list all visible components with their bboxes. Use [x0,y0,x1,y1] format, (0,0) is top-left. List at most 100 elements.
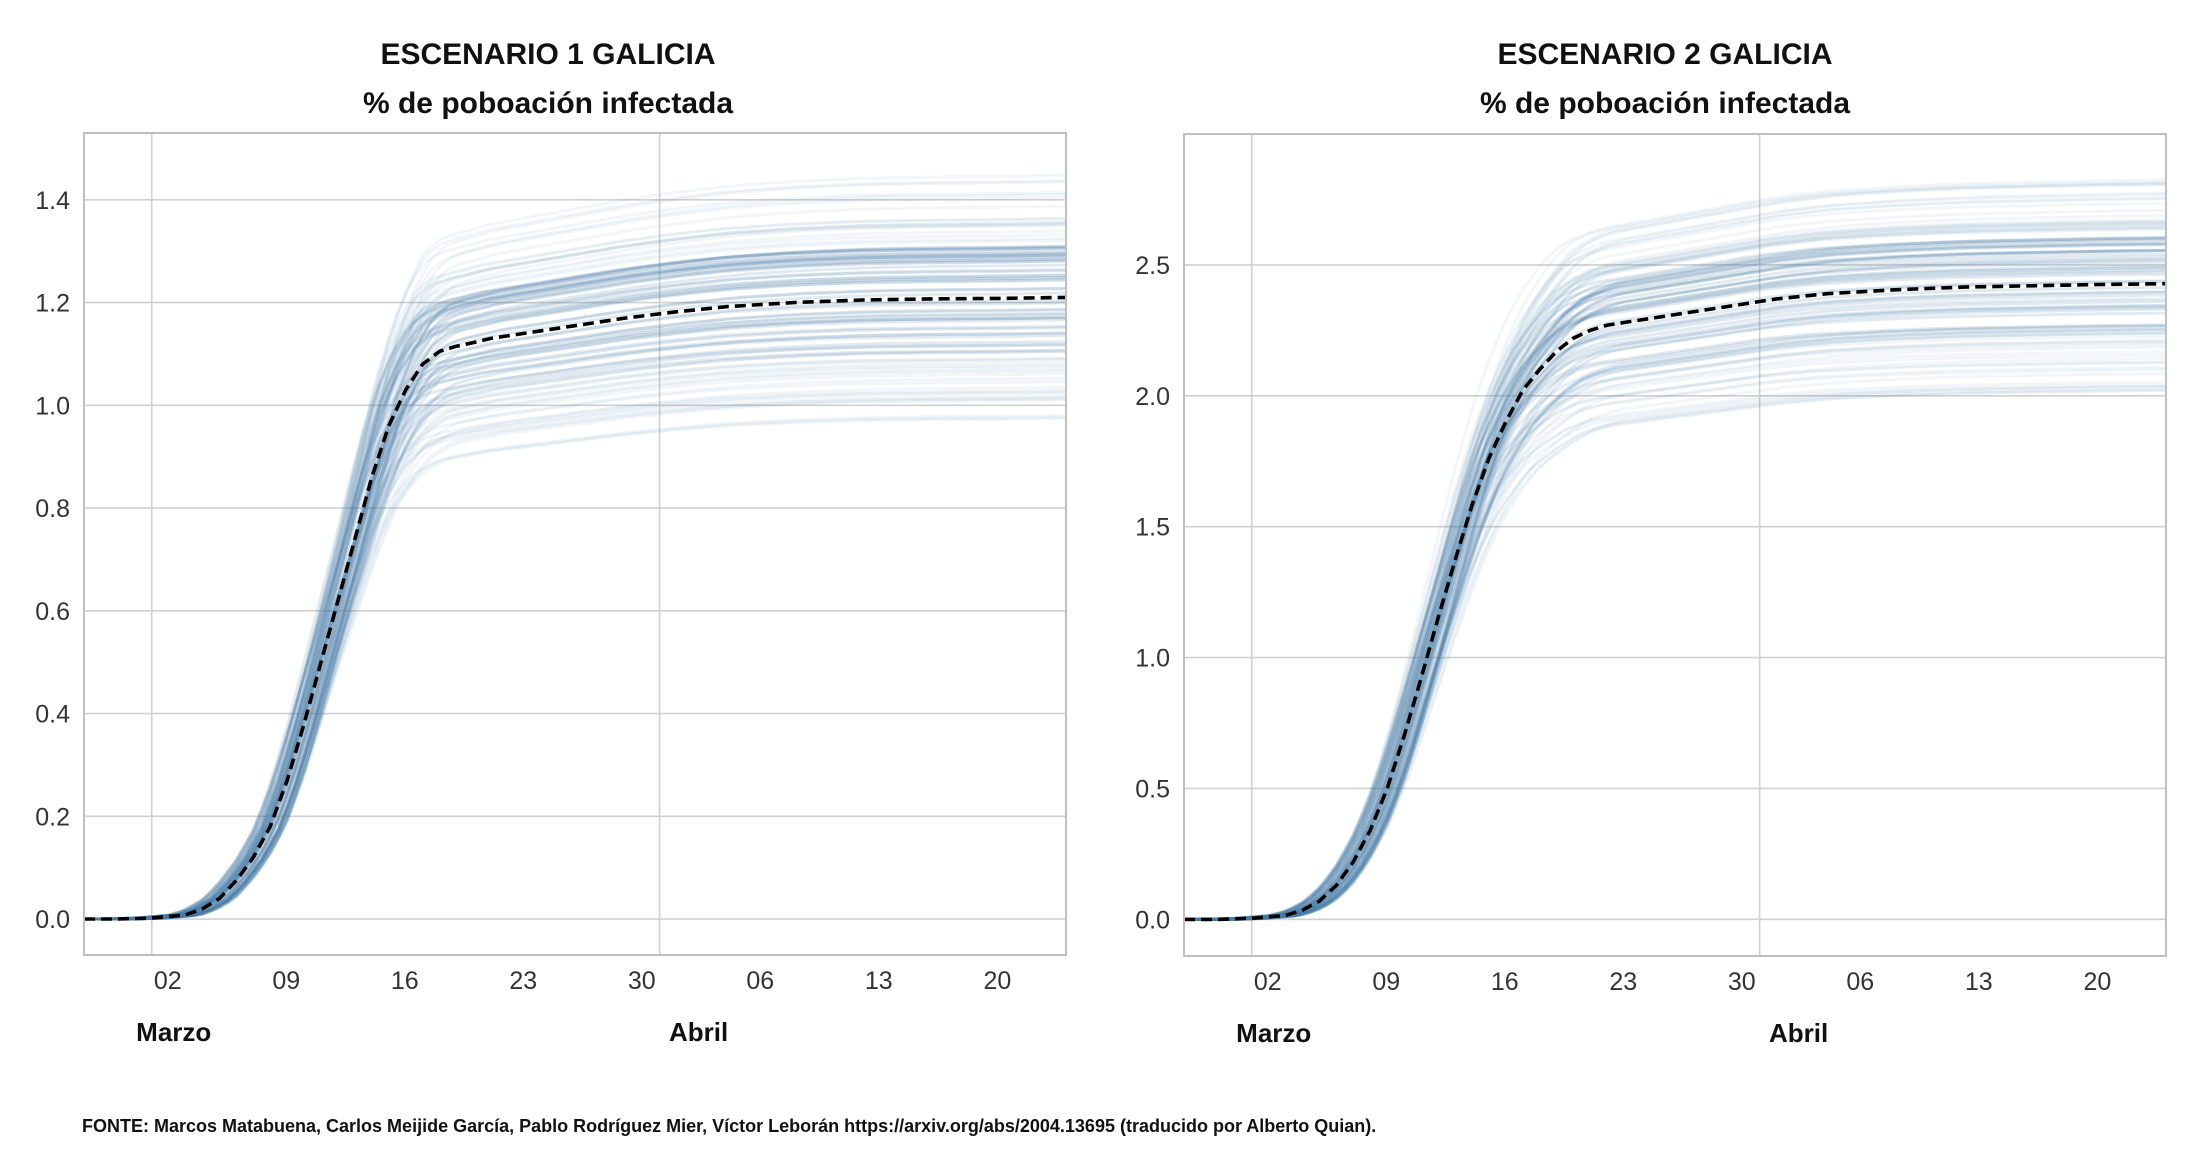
trajectory-line [1184,242,2166,921]
trajectory-line [84,348,1066,921]
trajectory-line [1184,243,2166,921]
x-tick-label: 30 [1728,968,1756,996]
trajectory-line [1184,214,2166,921]
trajectory-line [1184,335,2166,921]
trajectory-line [84,217,1066,921]
trajectory-line [1184,293,2166,921]
x-tick-label: 06 [746,967,774,995]
trajectory-line [1184,350,2166,921]
trajectory-line [1184,225,2166,921]
trajectory-line [1184,201,2166,921]
trajectory-line [84,204,1066,921]
median-curve [1184,281,2166,922]
trajectory-line [1184,327,2166,921]
trajectory-line [84,246,1066,921]
trajectory-line [84,278,1066,921]
trajectory-line [1184,221,2166,921]
trajectory-line [84,220,1066,921]
trajectory-line [1184,360,2166,921]
trajectory-line [84,269,1066,921]
x-tick-label: 23 [509,967,537,995]
trajectory-line [84,251,1066,921]
trajectory-line [1184,331,2166,921]
y-tick-label: 1.0 [35,392,70,420]
trajectory-line [1184,357,2166,921]
trajectory-line [1184,331,2166,921]
trajectory-line [84,191,1066,921]
trajectory-line [1184,242,2166,921]
trajectory-line [84,251,1066,921]
y-tick-label: 1.2 [35,290,70,318]
trajectory-line [84,311,1066,921]
trajectory-line [84,173,1066,921]
trajectory-line [84,248,1066,921]
trajectory-line [1184,387,2166,921]
plot-frame [1183,133,2167,957]
chart-title: ESCENARIO 2 GALICIA [1497,38,1832,71]
y-tick-label: 0.4 [35,701,70,729]
trajectory-line [1184,255,2166,921]
y-tick-label: 2.0 [1135,383,1170,411]
y-tick-label: 0.0 [1135,906,1170,934]
trajectory-line [84,257,1066,921]
trajectory-line [1184,304,2166,921]
trajectory-line [1184,385,2166,921]
trajectory-line [84,301,1066,921]
trajectory-line [84,398,1066,921]
trajectory-line [84,389,1066,921]
trajectory-line [1184,361,2166,921]
trajectory-line [84,273,1066,921]
trajectory-line [84,253,1066,921]
trajectory-line [84,259,1066,921]
trajectory-line [84,363,1066,921]
y-tick-label: 2.5 [1135,252,1170,280]
trajectory-line [1184,388,2166,921]
trajectory-line [1184,307,2166,921]
trajectory-line [84,180,1066,921]
x-tick-label: 02 [154,967,182,995]
y-tick-label: 1.5 [1135,514,1170,542]
trajectory-line [84,356,1066,921]
trajectory-line [1184,258,2166,921]
trajectory-line [84,343,1066,921]
trajectory-line [1184,252,2166,921]
trajectory-line [84,331,1066,921]
trajectory-line [84,278,1066,921]
trajectory-line [84,343,1066,921]
trajectory-line [84,229,1066,921]
trajectory-line [1184,388,2166,921]
trajectory-line [84,221,1066,921]
y-tick-label: 0.6 [35,598,70,626]
trajectory-line [1184,324,2166,921]
trajectory-line [84,316,1066,921]
trajectory-line [84,259,1066,921]
x-tick-label: 23 [1609,968,1637,996]
trajectory-line [84,254,1066,921]
trajectory-line [1184,383,2166,921]
trajectory-line [84,365,1066,921]
y-tick-label: 0.5 [1135,775,1170,803]
trajectory-line [84,291,1066,921]
trajectory-line [84,331,1066,921]
trajectory-line [1184,266,2166,921]
trajectory-line [84,273,1066,921]
trajectory-line [1184,208,2166,921]
trajectory-line [84,195,1066,921]
trajectory-line [1184,224,2166,921]
trajectory-line [84,367,1066,921]
trajectory-line [1184,272,2166,921]
trajectory-line [1184,290,2166,921]
trajectory-line [84,313,1066,921]
trajectory-line [1184,225,2166,921]
trajectory-line [84,318,1066,921]
trajectory-line [1184,193,2166,921]
plot-area: 0.0 0.5 1.0 1.5 2.0 2.5 02 09 16 23 30 06 13 20 Marzo A… [1135,133,2167,1048]
ensemble-trajectories [84,173,1066,921]
median-curve [84,295,1066,921]
trajectory-line [1184,227,2166,921]
trajectory-line [1184,220,2166,921]
month-label: Marzo [136,1017,211,1047]
x-tick-label: 30 [628,967,656,995]
trajectory-line [84,253,1066,921]
